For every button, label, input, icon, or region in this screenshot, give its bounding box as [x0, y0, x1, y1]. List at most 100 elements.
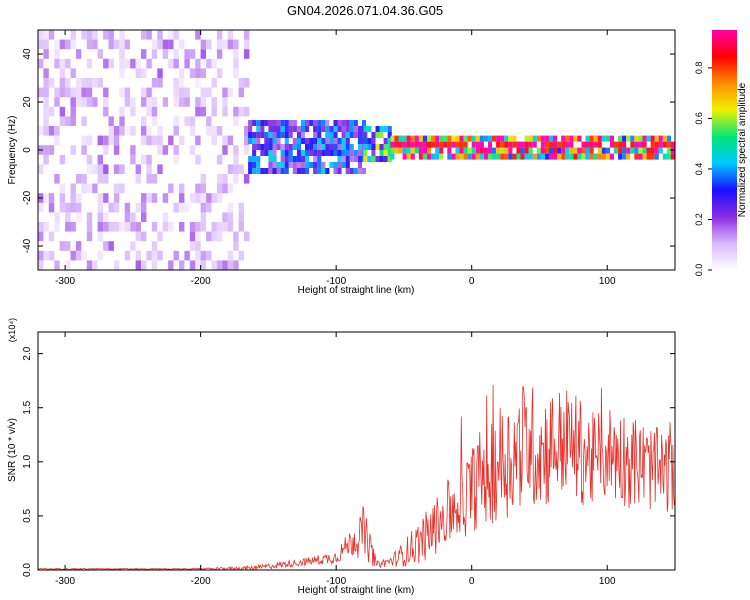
spectrogram-cell — [227, 260, 234, 270]
spectrogram-cell — [195, 58, 201, 69]
spectrogram-cell — [135, 68, 141, 78]
spectrogram-cell — [398, 141, 403, 148]
spectrogram-cell — [173, 58, 179, 69]
spectrogram-cell — [471, 135, 476, 142]
spectrogram-cell — [38, 260, 44, 270]
spectrogram-cell — [195, 135, 201, 146]
spectrogram-cell — [260, 126, 265, 132]
spectrogram-cell — [329, 162, 334, 168]
spectrogram-cell — [124, 39, 131, 50]
spectrogram-cell — [238, 222, 244, 232]
spectrogram-cell — [418, 141, 423, 148]
spectrogram-cell — [195, 183, 201, 194]
spectrogram-cell — [662, 153, 667, 160]
spectrogram-cell — [200, 222, 206, 232]
spectrogram-cell — [387, 138, 392, 144]
spectrogram-cell — [642, 135, 647, 142]
spectrogram-cell — [222, 174, 228, 184]
spectrogram-cell — [292, 144, 297, 150]
spectrogram-cell — [92, 260, 98, 270]
spectrogram-cell — [325, 168, 330, 174]
spectrogram-cell — [157, 126, 163, 136]
spectrogram-cell — [410, 141, 415, 148]
spectrogram-cell — [300, 132, 305, 138]
spectrogram-cell — [528, 147, 533, 154]
spectrogram-cell — [321, 138, 326, 144]
spectrogram-cell — [520, 147, 525, 154]
spectrogram-cell — [565, 153, 570, 160]
spectrogram-cell — [666, 147, 671, 154]
spectrogram-cell — [119, 183, 125, 194]
spectrogram-cell — [496, 147, 501, 154]
spectrogram-cell — [296, 168, 301, 174]
spectrogram-cell — [345, 126, 350, 132]
spectrogram-cell — [288, 162, 293, 168]
spectrogram-cell — [642, 141, 647, 148]
spectrogram-cell — [398, 135, 403, 142]
spectrogram-cell — [500, 153, 505, 160]
spectrogram-cell — [86, 39, 93, 50]
spectrogram-cell — [173, 126, 179, 136]
spectrogram-cell — [108, 116, 114, 126]
spectrogram-cell — [248, 132, 253, 138]
spectrogram-cell — [634, 141, 639, 148]
spectrogram-cell — [216, 68, 223, 78]
spectrogram-cell — [233, 174, 239, 184]
spectrogram-cell — [300, 138, 305, 144]
spectrogram-cell — [59, 87, 66, 98]
spectrogram-cell — [200, 68, 206, 78]
spectrogram-cell — [70, 30, 76, 40]
spectrogram-cell — [238, 202, 244, 213]
spectrogram-cell — [288, 132, 293, 138]
spectrogram-cell — [92, 39, 98, 50]
spectrogram-cell — [516, 153, 521, 160]
x-tick-label: 100 — [599, 576, 616, 587]
spectrogram-cell — [86, 78, 93, 88]
spectrogram-cell — [581, 141, 586, 148]
spectrogram-cell — [216, 183, 223, 194]
spectrogram-cell — [256, 162, 261, 168]
spectrogram-cell — [524, 147, 529, 154]
spectrogram-cell — [379, 132, 384, 138]
spectrogram-cell — [233, 231, 239, 242]
spectrogram-cell — [479, 135, 484, 142]
spectrogram-cell — [618, 141, 623, 148]
spectrogram-cell — [200, 87, 206, 98]
spectrogram-cell — [500, 135, 505, 142]
spectrogram-cell — [528, 153, 533, 160]
spectrogram-cell — [349, 126, 354, 132]
spectrogram-cell — [390, 135, 395, 142]
spectrogram-cell — [108, 58, 114, 69]
spectrogram-cell — [317, 150, 322, 156]
spectrogram-cell — [195, 154, 201, 165]
spectrogram-cell — [325, 150, 330, 156]
spectrogram-cell — [398, 147, 403, 154]
colorbar: 0.0 0.2 0.4 0.6 0.8 Normalized spectral ampl… — [694, 30, 748, 276]
spectrogram-cell — [276, 120, 281, 126]
spectrogram-cell — [227, 222, 234, 232]
spectrogram-cell — [375, 156, 380, 162]
spectrogram-cell — [216, 193, 223, 203]
spectrogram-cell — [654, 153, 659, 160]
spectrogram-cell — [65, 260, 71, 270]
spectrogram-cell — [528, 135, 533, 142]
spectrogram-cell — [260, 144, 265, 150]
spectrogram-cell — [43, 222, 49, 232]
spectrogram-cell — [638, 153, 643, 160]
spectrogram-cell — [666, 135, 671, 142]
spectrogram-cell — [146, 58, 152, 69]
y-tick-label: 0.0 — [22, 563, 33, 577]
spectrogram-cell — [119, 222, 125, 232]
spectrogram-cell — [597, 135, 602, 142]
spectrogram-cell — [371, 144, 376, 150]
snr-frame — [37, 331, 676, 571]
spectrogram-cell — [553, 141, 558, 148]
spectrogram-cell — [168, 135, 174, 146]
spectrogram-cell — [227, 87, 234, 98]
spectrogram-cell — [361, 120, 366, 126]
spectrogram-cell — [81, 174, 87, 184]
spectrogram-cell — [97, 202, 103, 213]
spectrogram-cell — [141, 231, 147, 242]
spectrogram-cell — [256, 168, 261, 174]
